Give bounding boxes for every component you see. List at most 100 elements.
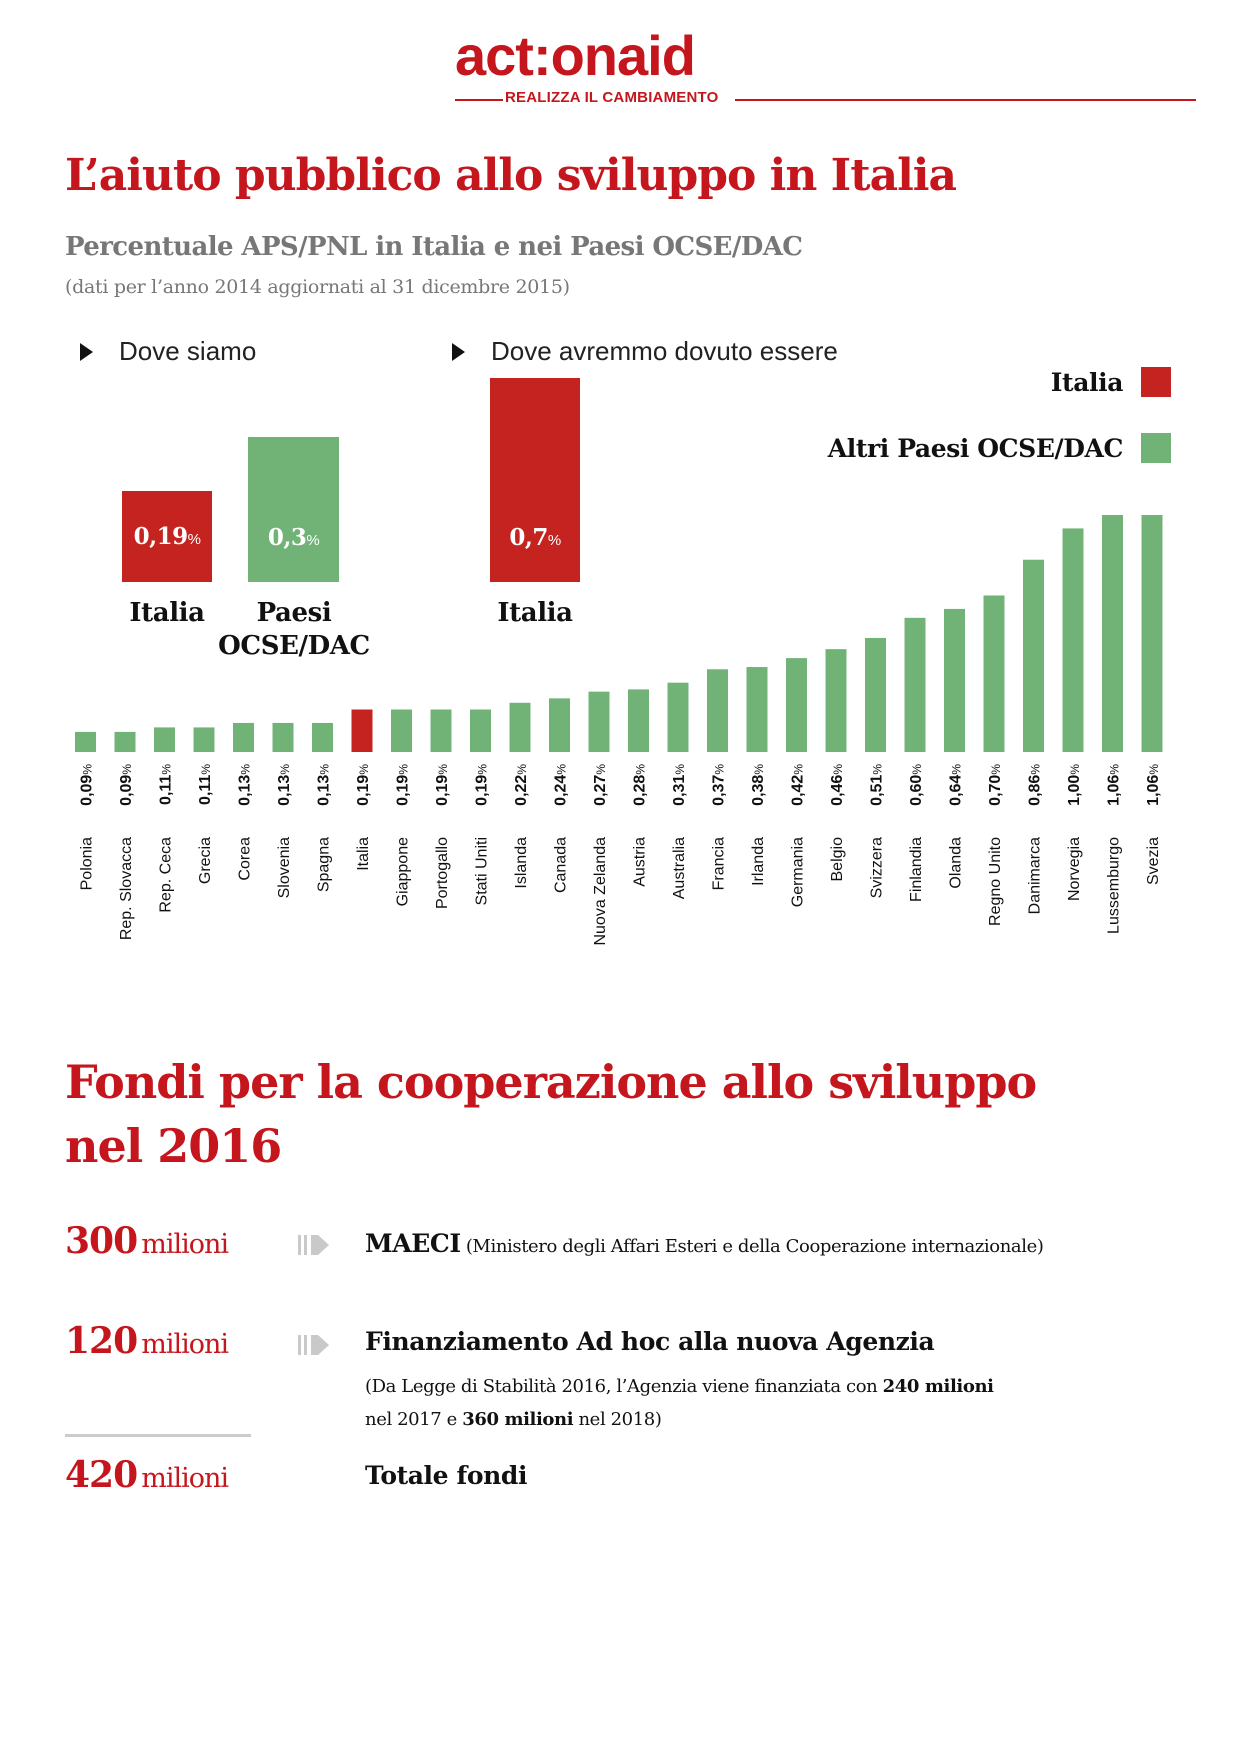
bar-spagna bbox=[312, 722, 333, 752]
arrow-right-icon bbox=[298, 1335, 329, 1355]
bar-category-label: Australia bbox=[671, 837, 688, 899]
bar-category-label: Polonia bbox=[79, 837, 96, 890]
funding-amount-total: 420 milioni bbox=[65, 1454, 229, 1496]
bar-slovenia bbox=[272, 722, 294, 752]
bar-category-label: Rep. Slovacca bbox=[118, 837, 135, 940]
bar-category-label: Nuova Zelanda bbox=[592, 837, 609, 946]
bar-category-label: Corea bbox=[237, 837, 254, 881]
where-we-should-be-text: Dove avremmo dovuto essere bbox=[491, 336, 838, 366]
highlight-bar-ocse-dac: 0,3% bbox=[248, 437, 339, 582]
bar-category-label: Danimarca bbox=[1027, 837, 1044, 914]
bar-corea bbox=[233, 722, 254, 752]
bar-value-label: 0,22% bbox=[513, 764, 530, 806]
legend-label-italia: Italia bbox=[1050, 368, 1124, 397]
section2-title: Fondi per la cooperazione allo sviluppo … bbox=[65, 1055, 1037, 1173]
bar-svezia bbox=[1141, 515, 1163, 752]
bar-canada bbox=[549, 698, 570, 752]
bar-category-label: Svizzera bbox=[869, 837, 886, 898]
bar-value-label: 1,06% bbox=[1145, 764, 1162, 806]
highlight-value-italia-current: 0,19% bbox=[133, 523, 201, 550]
bar-value-label: 0,42% bbox=[790, 764, 807, 806]
bar-lussemburgo bbox=[1102, 515, 1123, 752]
bar-category-label: Slovenia bbox=[276, 837, 293, 898]
bar-polonia bbox=[75, 731, 96, 752]
funding-desc-agenzia: Finanziamento Ad hoc alla nuova Agenzia bbox=[365, 1327, 935, 1356]
bar-value-label: 0,24% bbox=[553, 764, 570, 806]
bar-danimarca bbox=[1023, 559, 1044, 752]
bar-value-label: 0,46% bbox=[829, 764, 846, 806]
bar-regno-unito bbox=[983, 595, 1005, 752]
bar-germania bbox=[786, 658, 807, 752]
bar-category-label: Germania bbox=[790, 837, 807, 907]
bar-grecia bbox=[193, 727, 215, 752]
where-we-are-text: Dove siamo bbox=[119, 336, 257, 366]
bar-value-label: 0,70% bbox=[987, 764, 1004, 806]
bar-francia bbox=[707, 669, 728, 752]
bar-value-label: 0,13% bbox=[237, 764, 254, 806]
bar-value-label: 0,09% bbox=[118, 764, 135, 806]
bar-nuova-zelanda bbox=[588, 691, 610, 752]
bar-category-label: Stati Uniti bbox=[474, 837, 491, 905]
bar-category-label: Olanda bbox=[948, 837, 965, 889]
bar-category-label: Rep. Ceca bbox=[158, 837, 175, 913]
arrow-right-icon bbox=[298, 1235, 329, 1255]
bar-value-label: 0,37% bbox=[711, 764, 728, 806]
bar-category-label: Islanda bbox=[513, 837, 530, 889]
bar-norvegia bbox=[1062, 528, 1084, 752]
bar-value-label: 0,64% bbox=[948, 764, 965, 806]
bar-italia bbox=[351, 709, 373, 752]
tagline-rule-left bbox=[455, 99, 503, 101]
bar-category-label: Regno Unito bbox=[987, 837, 1004, 926]
bar-category-label: Spagna bbox=[316, 837, 333, 892]
bar-svizzera bbox=[865, 637, 886, 752]
funding-total-label: Totale fondi bbox=[365, 1461, 528, 1490]
highlight-bar-italia-current: 0,19% bbox=[122, 491, 212, 582]
bar-belgio bbox=[825, 649, 847, 752]
bar-value-label: 0,13% bbox=[276, 764, 293, 806]
funding-amount-maeci: 300 milioni bbox=[65, 1220, 229, 1262]
bar-value-label: 0,11% bbox=[197, 764, 214, 805]
play-arrow-icon bbox=[452, 342, 465, 361]
bar-category-label: Francia bbox=[711, 837, 728, 890]
bar-rep-ceca bbox=[154, 727, 175, 752]
bar-value-label: 1,06% bbox=[1106, 764, 1123, 806]
section1-subtitle: Percentuale APS/PNL in Italia e nei Paes… bbox=[65, 232, 803, 262]
highlight-label-italia-target: Italia bbox=[497, 598, 573, 628]
where-we-are-label: Dove siamo bbox=[80, 336, 256, 367]
bar-australia bbox=[667, 682, 689, 752]
play-arrow-icon bbox=[80, 342, 93, 361]
logo-text: act:onaid bbox=[455, 28, 695, 84]
bar-category-label: Austria bbox=[632, 837, 649, 887]
bar-category-label: Grecia bbox=[197, 837, 214, 884]
bar-value-label: 0,28% bbox=[632, 764, 649, 806]
bar-irlanda bbox=[746, 667, 768, 752]
bar-value-label: 0,19% bbox=[474, 764, 491, 806]
bar-category-label: Norvegia bbox=[1066, 837, 1083, 901]
highlight-value-italia-target: 0,7% bbox=[509, 524, 561, 551]
tagline: REALIZZA IL CAMBIAMENTO bbox=[505, 89, 719, 106]
bar-value-label: 0,31% bbox=[671, 764, 688, 806]
bar-value-label: 1,00% bbox=[1066, 764, 1083, 806]
funding-subnote-agenzia: (Da Legge di Stabilità 2016, l’Agenzia v… bbox=[365, 1376, 994, 1430]
bar-value-label: 0,86% bbox=[1027, 764, 1044, 806]
bar-olanda bbox=[944, 608, 965, 752]
bar-category-label: Giappone bbox=[395, 837, 412, 906]
bar-value-label: 0,09% bbox=[79, 764, 96, 806]
bar-austria bbox=[628, 689, 649, 752]
bar-islanda bbox=[509, 702, 531, 752]
bar-value-label: 0,27% bbox=[592, 764, 609, 806]
bar-rep-slovacca bbox=[114, 731, 136, 752]
bar-stati-uniti bbox=[470, 709, 491, 752]
bar-category-label: Portogallo bbox=[434, 837, 451, 909]
bar-category-label: Irlanda bbox=[750, 837, 767, 886]
aps-pnl-bar-chart: 0,09% Polonia 0,09% Rep. Slovacca 0,11% Rep. … bbox=[75, 515, 1163, 946]
highlight-label-ocse-dac: Paesi OCSE/DAC bbox=[218, 598, 370, 661]
bar-category-label: Belgio bbox=[829, 837, 846, 882]
bar-value-label: 0,19% bbox=[395, 764, 412, 806]
where-we-should-be-label: Dove avremmo dovuto essere bbox=[452, 336, 838, 367]
legend-swatch-altri bbox=[1141, 433, 1171, 463]
legend-label-altri: Altri Paesi OCSE/DAC bbox=[827, 434, 1124, 463]
bar-value-label: 0,51% bbox=[869, 764, 886, 806]
legend-swatch-italia bbox=[1141, 367, 1171, 397]
bar-value-label: 0,60% bbox=[908, 764, 925, 806]
